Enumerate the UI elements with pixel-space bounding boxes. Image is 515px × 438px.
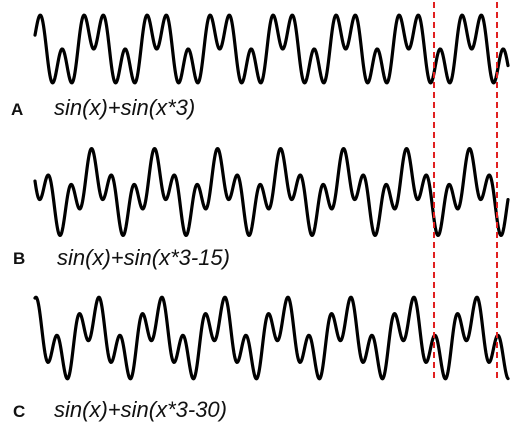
waveform-a [33, 13, 510, 85]
panel-a-letter: A [11, 100, 24, 119]
waveform-c [33, 295, 510, 381]
panel-c-formula: sin(x)+sin(x*3-30) [54, 397, 227, 422]
waveform-b [33, 146, 510, 238]
panel-b-letter: B [13, 249, 26, 268]
panel-b-formula: sin(x)+sin(x*3-15) [57, 245, 230, 270]
panel-a-formula: sin(x)+sin(x*3) [54, 95, 196, 120]
panel-c-letter: C [13, 402, 26, 421]
